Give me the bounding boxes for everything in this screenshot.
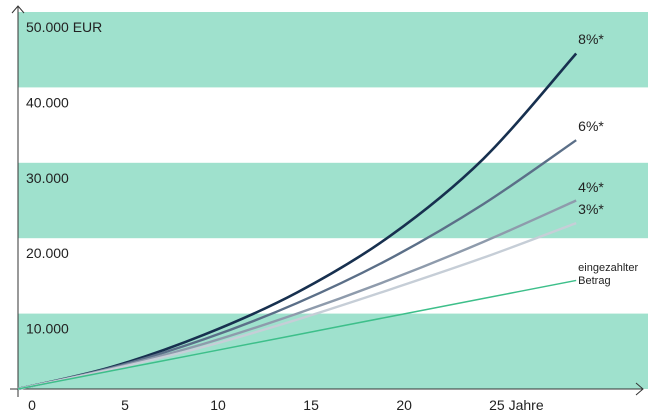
y-tick-label: 50.000 EUR	[26, 19, 102, 35]
series-label: 3%*	[578, 201, 604, 218]
series-label: 4%*	[578, 178, 604, 195]
series-label: 8%*	[578, 31, 604, 48]
grid-band	[18, 162, 648, 239]
x-tick-label: 5	[121, 397, 129, 413]
grid-band	[18, 12, 648, 88]
x-axis	[10, 382, 644, 396]
series-line	[17, 221, 577, 391]
series-label: 6%*	[578, 118, 604, 135]
series-label: eingezahlter Betrag	[578, 262, 639, 288]
y-axis	[11, 5, 25, 397]
x-tick-label: 15	[303, 397, 319, 413]
grid-band	[18, 313, 648, 389]
series-line	[17, 279, 577, 390]
y-tick-label: 20.000	[26, 245, 69, 261]
x-tick-label: 20	[396, 397, 412, 413]
y-tick-label: 30.000	[26, 170, 69, 186]
x-tick-label: 25 Jahre	[489, 397, 544, 413]
y-tick-label: 40.000	[26, 94, 69, 110]
x-tick-label: 0	[28, 397, 36, 413]
x-tick-label: 10	[210, 397, 226, 413]
y-tick-label: 10.000	[26, 321, 69, 337]
